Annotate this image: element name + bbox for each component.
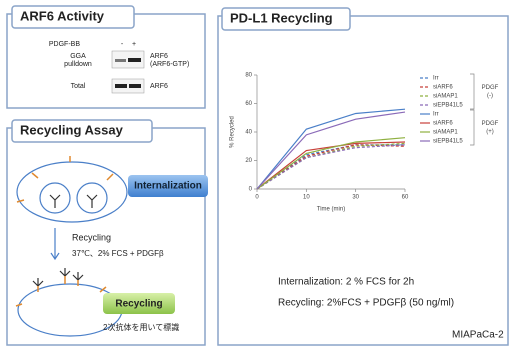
band bbox=[115, 84, 127, 88]
panel-title: ARF6 Activity bbox=[20, 8, 105, 23]
y-tick-label: 40 bbox=[245, 130, 252, 136]
series-line bbox=[257, 145, 405, 189]
y-tick-label: 60 bbox=[245, 101, 252, 107]
legend-group-sign: (-) bbox=[487, 93, 493, 99]
panel-title: Recycling Assay bbox=[20, 122, 124, 137]
series-line bbox=[257, 145, 405, 189]
label: ARF6 bbox=[150, 53, 168, 60]
cell-line: MIAPaCa-2 bbox=[452, 330, 504, 341]
legend-label: siEPB41L5 bbox=[433, 139, 463, 145]
label: PDGF-BB bbox=[49, 41, 80, 48]
label: - bbox=[121, 41, 124, 48]
band bbox=[129, 84, 141, 88]
label: GGA bbox=[70, 53, 86, 60]
panel-frame bbox=[218, 16, 508, 345]
legend-group-title: PDGF bbox=[482, 85, 499, 91]
label: Internalization bbox=[134, 181, 202, 192]
legend-label: siAMAP1 bbox=[433, 130, 458, 136]
x-tick-label: 60 bbox=[402, 195, 409, 201]
y-tick-label: 0 bbox=[249, 187, 253, 193]
legend-label: siARF6 bbox=[433, 121, 453, 127]
note: Internalization: 2 % FCS for 2h bbox=[278, 277, 414, 288]
slide: ARF6 Activity PDGF-BB - + GGA pulldown A… bbox=[0, 0, 513, 347]
series-line bbox=[257, 109, 405, 189]
label: ARF6 bbox=[150, 83, 168, 90]
band bbox=[115, 59, 126, 62]
legend-bracket bbox=[470, 74, 474, 109]
note: Recycling: 2%FCS + PDGFβ (50 ng/ml) bbox=[278, 298, 454, 309]
series-line bbox=[257, 112, 405, 189]
label: + bbox=[132, 41, 136, 48]
legend-bracket bbox=[470, 110, 474, 145]
legend-label: siAMAP1 bbox=[433, 94, 458, 100]
label: Recycling bbox=[72, 232, 111, 242]
legend-group-sign: (+) bbox=[486, 129, 494, 135]
label: 2次抗体を用いて標識 bbox=[103, 322, 179, 332]
page: {"panels": { "arf6": {"title": "ARF6 Act… bbox=[0, 0, 513, 347]
legend-label: Irr bbox=[433, 112, 439, 118]
series-line bbox=[257, 145, 405, 189]
legend-group-title: PDGF bbox=[482, 121, 499, 127]
panel-title: PD-L1 Recycling bbox=[230, 10, 333, 25]
label: pulldown bbox=[64, 61, 92, 68]
label: Total bbox=[71, 83, 86, 90]
legend-label: Irr bbox=[433, 76, 439, 82]
legend-label: siARF6 bbox=[433, 85, 453, 91]
label: (ARF6-GTP) bbox=[150, 61, 189, 68]
y-tick-label: 20 bbox=[245, 158, 252, 164]
x-tick-label: 10 bbox=[303, 195, 310, 201]
x-axis-label: Time (min) bbox=[317, 207, 345, 213]
band bbox=[128, 58, 141, 62]
legend-label: siEPB41L5 bbox=[433, 103, 463, 109]
label: 37℃、2% FCS + PDGFβ bbox=[72, 249, 164, 258]
y-axis-label: % Recycled bbox=[230, 116, 236, 148]
x-tick-label: 0 bbox=[255, 195, 259, 201]
label: Recycling bbox=[115, 299, 162, 310]
x-tick-label: 30 bbox=[352, 195, 359, 201]
y-tick-label: 80 bbox=[245, 73, 252, 79]
